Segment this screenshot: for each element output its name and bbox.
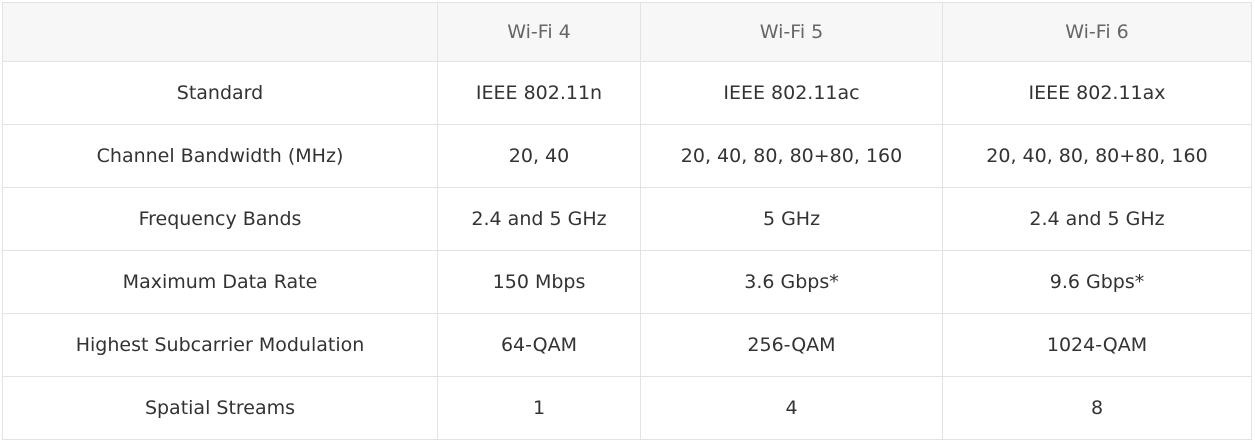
table-cell: 256-QAM xyxy=(640,313,943,377)
row-label: Frequency Bands xyxy=(2,187,438,251)
row-label: Channel Bandwidth (MHz) xyxy=(2,124,438,188)
table-cell: 9.6 Gbps* xyxy=(942,250,1252,314)
row-label: Spatial Streams xyxy=(2,376,438,440)
table-cell: 4 xyxy=(640,376,943,440)
table-cell: 150 Mbps xyxy=(437,250,641,314)
header-row: Wi-Fi 4 Wi-Fi 5 Wi-Fi 6 xyxy=(2,2,1252,62)
table-cell: 1 xyxy=(437,376,641,440)
table-cell: IEEE 802.11ax xyxy=(942,61,1252,125)
row-label: Maximum Data Rate xyxy=(2,250,438,314)
header-wifi-6: Wi-Fi 6 xyxy=(942,2,1252,62)
table-cell: 5 GHz xyxy=(640,187,943,251)
table-cell: 20, 40, 80, 80+80, 160 xyxy=(942,124,1252,188)
table-row: Standard IEEE 802.11n IEEE 802.11ac IEEE 80… xyxy=(2,61,1252,125)
table-cell: 20, 40 xyxy=(437,124,641,188)
table-row: Channel Bandwidth (MHz) 20, 40 20, 40, 80,… xyxy=(2,124,1252,188)
table-cell: 1024-QAM xyxy=(942,313,1252,377)
header-wifi-5: Wi-Fi 5 xyxy=(640,2,943,62)
table-row: Highest Subcarrier Modulation 64-QAM 256-Q… xyxy=(2,313,1252,377)
table-cell: 2.4 and 5 GHz xyxy=(437,187,641,251)
table-cell: IEEE 802.11ac xyxy=(640,61,943,125)
row-label: Highest Subcarrier Modulation xyxy=(2,313,438,377)
header-empty xyxy=(2,2,438,62)
table-cell: IEEE 802.11n xyxy=(437,61,641,125)
table-cell: 64-QAM xyxy=(437,313,641,377)
header-wifi-4: Wi-Fi 4 xyxy=(437,2,641,62)
table-cell: 20, 40, 80, 80+80, 160 xyxy=(640,124,943,188)
table-cell: 2.4 and 5 GHz xyxy=(942,187,1252,251)
table-row: Maximum Data Rate 150 Mbps 3.6 Gbps* 9.6 Gb… xyxy=(2,250,1252,314)
row-label: Standard xyxy=(2,61,438,125)
table-row: Frequency Bands 2.4 and 5 GHz 5 GHz 2.4 and… xyxy=(2,187,1252,251)
table-cell: 8 xyxy=(942,376,1252,440)
table-cell: 3.6 Gbps* xyxy=(640,250,943,314)
table-row: Spatial Streams 1 4 8 xyxy=(2,376,1252,440)
